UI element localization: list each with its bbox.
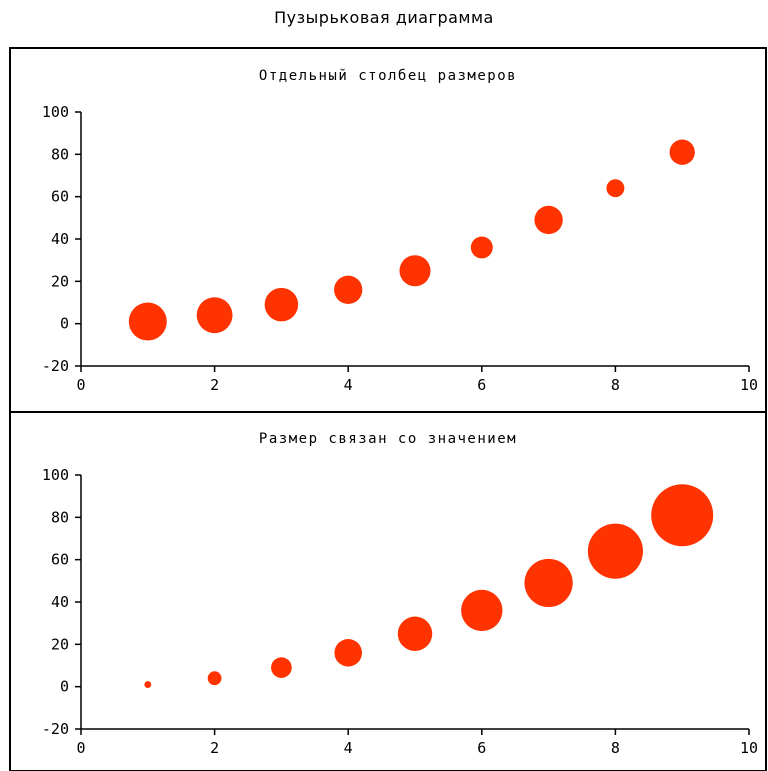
- x-tick-label: 0: [76, 376, 85, 394]
- bubble-panel-separate-sizes: Отдельный столбец размеров-2002040608010…: [9, 47, 767, 413]
- y-tick-label: 40: [51, 593, 69, 611]
- y-tick-label: -20: [42, 720, 69, 738]
- bubble-point: [461, 589, 503, 632]
- bubble-point: [534, 205, 563, 235]
- y-tick-label: 80: [51, 145, 69, 163]
- x-tick-label: 4: [344, 376, 353, 394]
- bubble-point: [399, 255, 431, 287]
- bubble-point: [196, 297, 233, 334]
- bubble-point: [524, 558, 573, 608]
- x-tick-label: 10: [740, 739, 758, 757]
- chart-main-title: Пузырьковая диаграмма: [274, 8, 494, 27]
- y-tick-label: 0: [60, 678, 69, 696]
- y-tick-label: 100: [42, 103, 69, 121]
- panel-title: Отдельный столбец размеров: [259, 68, 517, 84]
- y-tick-label: 60: [51, 551, 69, 569]
- bubble-point: [651, 484, 714, 547]
- y-tick-label: -20: [42, 357, 69, 375]
- bubble-point: [334, 639, 362, 667]
- bubble-panel-size-by-value: Размер связан со значением-2002040608010…: [9, 411, 767, 771]
- x-tick-label: 8: [611, 376, 620, 394]
- x-tick-label: 6: [477, 739, 486, 757]
- y-tick-label: 40: [51, 230, 69, 248]
- panel-title: Размер связан со значением: [259, 431, 517, 447]
- panel-frame: [9, 411, 767, 771]
- bubble-point: [264, 287, 299, 322]
- bubble-point: [470, 236, 493, 259]
- y-tick-label: 100: [42, 466, 69, 484]
- bubble-point: [271, 657, 292, 678]
- x-tick-label: 10: [740, 376, 758, 394]
- bubble-point: [669, 139, 695, 165]
- x-tick-label: 6: [477, 376, 486, 394]
- y-tick-label: 20: [51, 272, 69, 290]
- bubble-point: [397, 616, 433, 651]
- y-tick-label: 20: [51, 635, 69, 653]
- x-tick-label: 2: [210, 376, 219, 394]
- y-tick-label: 60: [51, 188, 69, 206]
- y-tick-label: 80: [51, 508, 69, 526]
- bubble-point: [144, 681, 152, 688]
- bubble-point: [207, 671, 222, 686]
- y-tick-label: 0: [60, 315, 69, 333]
- bubble-point: [128, 302, 167, 341]
- x-tick-label: 4: [344, 739, 353, 757]
- panel-frame: [9, 47, 767, 413]
- bubble-point: [606, 179, 625, 198]
- bubble-point: [587, 523, 643, 579]
- bubble-point: [334, 275, 363, 304]
- x-tick-label: 8: [611, 739, 620, 757]
- x-tick-label: 2: [210, 739, 219, 757]
- x-tick-label: 0: [76, 739, 85, 757]
